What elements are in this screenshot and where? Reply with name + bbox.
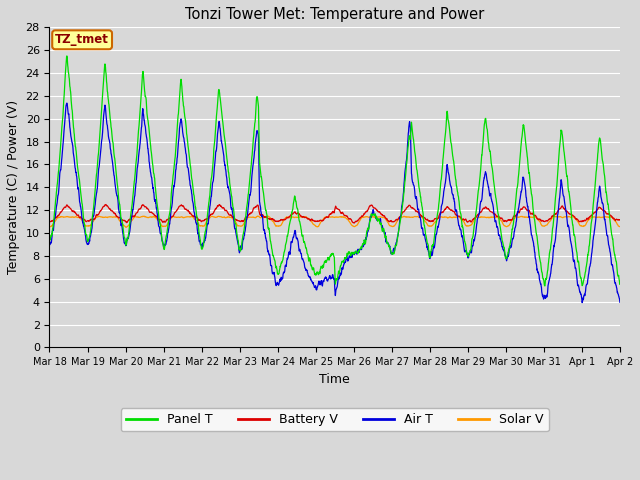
Title: Tonzi Tower Met: Temperature and Power: Tonzi Tower Met: Temperature and Power: [185, 7, 484, 22]
Solar V: [616, 224, 624, 229]
Solar V: [45, 224, 53, 230]
Battery V: [616, 217, 624, 223]
Legend: Panel T, Battery V, Air T, Solar V: Panel T, Battery V, Air T, Solar V: [121, 408, 548, 431]
Battery V: [501, 218, 509, 224]
Panel T: [351, 250, 359, 255]
Solar V: [566, 214, 574, 220]
Panel T: [616, 281, 624, 287]
Battery V: [352, 218, 360, 224]
Air T: [566, 231, 573, 237]
Air T: [351, 249, 359, 254]
Line: Air T: Air T: [49, 103, 620, 302]
Solar V: [501, 223, 509, 229]
Line: Solar V: Solar V: [49, 216, 620, 228]
Battery V: [45, 218, 53, 224]
Solar V: [582, 222, 589, 228]
Air T: [501, 252, 509, 258]
Panel T: [63, 53, 71, 59]
Panel T: [364, 226, 372, 232]
Battery V: [205, 215, 212, 220]
Solar V: [364, 214, 372, 220]
Air T: [63, 100, 71, 106]
Panel T: [541, 283, 548, 289]
Line: Battery V: Battery V: [49, 204, 620, 223]
Panel T: [45, 238, 53, 244]
Air T: [616, 300, 624, 305]
Air T: [205, 215, 212, 221]
Panel T: [566, 197, 574, 203]
Y-axis label: Temperature (C) / Power (V): Temperature (C) / Power (V): [7, 100, 20, 275]
Battery V: [566, 211, 574, 217]
Air T: [579, 300, 586, 305]
Battery V: [582, 217, 589, 223]
Solar V: [550, 213, 558, 219]
X-axis label: Time: Time: [319, 372, 350, 385]
Solar V: [205, 216, 212, 222]
Solar V: [351, 223, 359, 229]
Air T: [364, 229, 372, 235]
Battery V: [350, 220, 358, 226]
Panel T: [501, 248, 509, 254]
Text: TZ_tmet: TZ_tmet: [55, 33, 109, 46]
Battery V: [102, 202, 110, 207]
Panel T: [205, 200, 212, 205]
Air T: [582, 285, 589, 290]
Battery V: [364, 206, 372, 212]
Line: Panel T: Panel T: [49, 56, 620, 286]
Panel T: [582, 266, 589, 272]
Air T: [45, 241, 53, 247]
Solar V: [122, 225, 130, 230]
